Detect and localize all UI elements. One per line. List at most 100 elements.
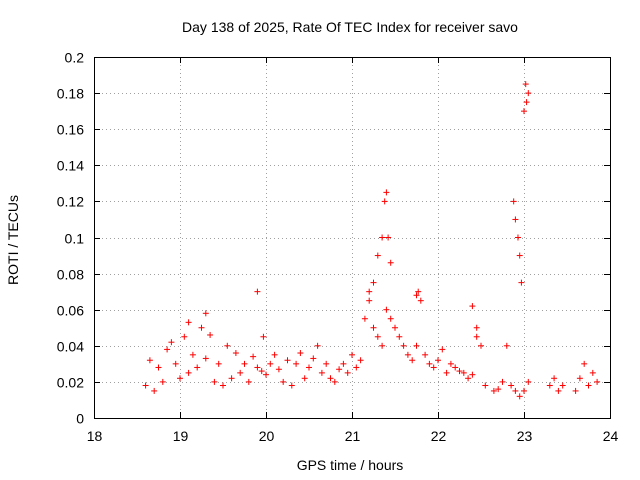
data-point xyxy=(460,369,467,376)
data-point xyxy=(589,369,596,376)
y-tick-label: 0.14 xyxy=(57,158,84,174)
data-point xyxy=(189,351,196,358)
data-point xyxy=(331,378,338,385)
data-point xyxy=(379,342,386,349)
data-point xyxy=(202,310,209,317)
data-point xyxy=(340,360,347,367)
data-point xyxy=(172,360,179,367)
data-point xyxy=(314,342,321,349)
data-point xyxy=(521,108,527,115)
data-point xyxy=(426,360,433,367)
data-point xyxy=(396,333,403,340)
x-axis-label: GPS time / hours xyxy=(297,457,404,473)
data-point xyxy=(387,315,394,322)
data-point xyxy=(490,387,497,394)
y-tick-label: 0.2 xyxy=(65,50,85,66)
data-point xyxy=(473,324,480,331)
y-axis-label: ROTI / TECUs xyxy=(5,195,21,285)
data-point xyxy=(512,216,519,223)
data-point xyxy=(215,360,222,367)
x-tick-label: 24 xyxy=(603,428,619,444)
data-point xyxy=(254,364,261,371)
x-tick-label: 22 xyxy=(431,428,447,444)
data-point xyxy=(551,375,558,382)
data-point xyxy=(523,99,530,106)
data-point xyxy=(456,368,463,375)
data-point xyxy=(301,375,308,382)
data-point xyxy=(181,333,188,340)
data-point xyxy=(202,355,209,362)
data-point xyxy=(155,364,162,371)
data-point xyxy=(370,324,377,331)
data-point xyxy=(413,292,420,299)
data-point xyxy=(336,366,343,373)
data-point xyxy=(310,355,317,362)
data-point xyxy=(495,386,502,393)
data-point xyxy=(159,378,166,385)
data-point xyxy=(469,303,476,310)
data-point xyxy=(306,364,312,371)
x-tick-label: 19 xyxy=(173,428,189,444)
data-point xyxy=(263,371,269,378)
x-axis: 18 19 20 21 22 23 24 xyxy=(87,57,619,444)
data-point xyxy=(514,234,521,241)
y-tick-label: 0.1 xyxy=(65,231,85,247)
data-point xyxy=(194,364,201,371)
y-axis: 0 0.02 0.04 0.06 0.08 0.1 0.12 0.14 0.16 0.18 0.2 xyxy=(57,50,610,427)
data-point xyxy=(469,371,476,378)
data-point xyxy=(435,357,441,364)
data-point xyxy=(413,342,420,349)
data-point xyxy=(211,378,218,385)
data-point xyxy=(260,333,267,340)
data-point xyxy=(510,198,517,205)
data-point xyxy=(142,382,149,389)
data-point xyxy=(381,198,388,205)
x-tick-label: 21 xyxy=(345,428,361,444)
data-point xyxy=(512,387,519,394)
data-point xyxy=(572,387,579,394)
chart-title: Day 138 of 2025, Rate Of TEC Index for r… xyxy=(182,19,518,35)
data-point xyxy=(228,375,235,382)
data-point xyxy=(422,351,429,358)
data-point xyxy=(525,90,532,97)
y-tick-label: 0.08 xyxy=(57,267,84,283)
data-point xyxy=(503,342,510,349)
data-point xyxy=(400,342,407,349)
data-point xyxy=(297,350,304,357)
data-point xyxy=(198,324,205,331)
data-point xyxy=(478,342,484,349)
data-point xyxy=(366,297,373,304)
data-point xyxy=(151,387,158,394)
data-point xyxy=(271,351,278,358)
data-point xyxy=(349,351,355,358)
data-point xyxy=(594,378,601,385)
data-point xyxy=(224,342,231,349)
data-point xyxy=(258,368,265,375)
data-point xyxy=(366,288,373,295)
data-point xyxy=(409,357,416,364)
data-point xyxy=(288,382,295,389)
data-point xyxy=(357,357,364,364)
data-point xyxy=(555,387,562,394)
data-point xyxy=(267,360,274,367)
data-point xyxy=(379,234,386,241)
y-tick-label: 0.16 xyxy=(57,122,84,138)
data-point xyxy=(404,351,411,358)
data-point xyxy=(164,346,171,353)
y-tick-label: 0.02 xyxy=(57,375,84,391)
data-point xyxy=(417,297,424,304)
y-tick-label: 0 xyxy=(76,411,84,427)
data-point xyxy=(284,357,291,364)
y-tick-label: 0.04 xyxy=(57,339,84,355)
data-point xyxy=(525,378,532,385)
data-point xyxy=(177,375,183,382)
data-point xyxy=(245,378,252,385)
data-point xyxy=(361,315,368,322)
data-point xyxy=(387,259,394,266)
data-point xyxy=(392,324,398,331)
data-point xyxy=(185,369,192,376)
data-point xyxy=(521,387,527,394)
data-point xyxy=(415,288,422,295)
x-tick-label: 18 xyxy=(87,428,103,444)
